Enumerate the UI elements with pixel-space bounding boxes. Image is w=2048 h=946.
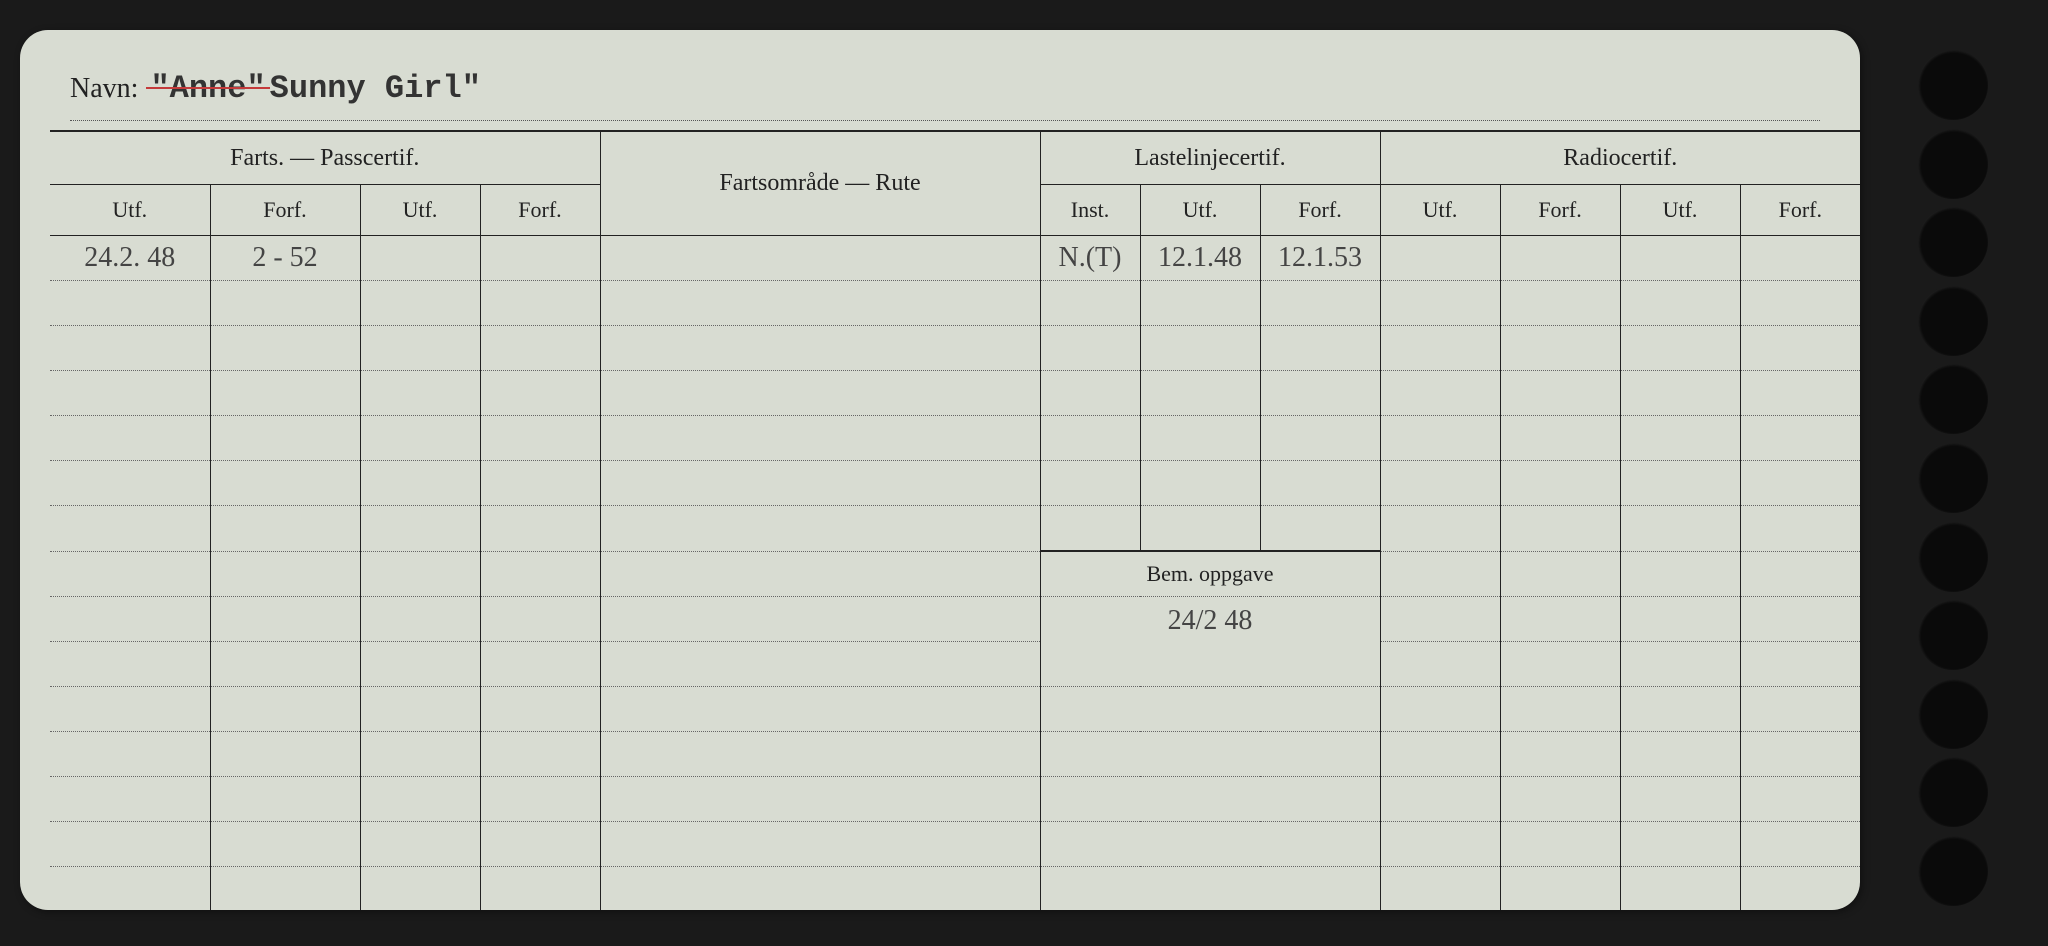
- empty-cell: [600, 236, 1040, 281]
- sub-forf: Forf.: [1260, 185, 1380, 236]
- bem-value: 24/2 48: [1040, 597, 1380, 687]
- navn-struck-value: "Anne": [150, 70, 265, 107]
- data-row: [50, 867, 1860, 911]
- hole-icon: [1918, 679, 1988, 749]
- data-row: [50, 822, 1860, 867]
- data-row: Bem. oppgave: [50, 551, 1860, 597]
- farts-forf1: 2 - 52: [210, 236, 360, 281]
- header-row-1: Farts. — Passcertif. Fartsområde — Rute …: [50, 131, 1860, 185]
- data-row: 24/2 48: [50, 597, 1860, 642]
- hole-icon: [1918, 50, 1988, 120]
- hole-icon: [1918, 757, 1988, 827]
- sub-utf: Utf.: [50, 185, 210, 236]
- sub-forf: Forf.: [1740, 185, 1860, 236]
- header-lastelinje: Lastelinjecertif.: [1040, 131, 1380, 185]
- data-row: [50, 687, 1860, 732]
- header-radio: Radiocertif.: [1380, 131, 1860, 185]
- sub-utf: Utf.: [1140, 185, 1260, 236]
- data-row: [50, 777, 1860, 822]
- hole-icon: [1918, 129, 1988, 199]
- sub-utf: Utf.: [1380, 185, 1500, 236]
- empty-cell: [1380, 236, 1500, 281]
- laste-forf: 12.1.53: [1260, 236, 1380, 281]
- hole-icon: [1918, 443, 1988, 513]
- navn-label: Navn:: [70, 73, 138, 105]
- laste-inst: N.(T): [1040, 236, 1140, 281]
- record-card: Navn: "Anne" Sunny Girl" Farts. — Passce…: [20, 30, 1860, 910]
- data-row: 24.2. 48 2 - 52 N.(T) 12.1.48 12.1.53: [50, 236, 1860, 281]
- navn-value: Sunny Girl": [270, 70, 481, 107]
- certificate-table: Farts. — Passcertif. Fartsområde — Rute …: [50, 130, 1830, 890]
- binder-holes: [1918, 50, 2008, 906]
- sub-utf: Utf.: [360, 185, 480, 236]
- hole-icon: [1918, 286, 1988, 356]
- header-fartsomrade: Fartsområde — Rute: [600, 131, 1040, 236]
- empty-cell: [1500, 236, 1620, 281]
- hole-icon: [1918, 207, 1988, 277]
- sub-utf: Utf.: [1620, 185, 1740, 236]
- empty-cell: [1620, 236, 1740, 281]
- hole-icon: [1918, 364, 1988, 434]
- data-row: [50, 506, 1860, 552]
- empty-cell: [360, 236, 480, 281]
- hole-icon: [1918, 836, 1988, 906]
- data-row: [50, 461, 1860, 506]
- empty-cell: [1740, 236, 1860, 281]
- sub-forf: Forf.: [480, 185, 600, 236]
- data-row: [50, 416, 1860, 461]
- data-row: [50, 371, 1860, 416]
- data-row: [50, 281, 1860, 326]
- bem-header: Bem. oppgave: [1040, 551, 1380, 597]
- laste-utf: 12.1.48: [1140, 236, 1260, 281]
- farts-utf1: 24.2. 48: [50, 236, 210, 281]
- sub-inst: Inst.: [1040, 185, 1140, 236]
- sub-forf: Forf.: [210, 185, 360, 236]
- hole-icon: [1918, 600, 1988, 670]
- navn-row: Navn: "Anne" Sunny Girl": [70, 70, 1820, 121]
- data-row: [50, 732, 1860, 777]
- data-row: [50, 326, 1860, 371]
- data-row: [50, 642, 1860, 687]
- hole-icon: [1918, 522, 1988, 592]
- header-farts-pass: Farts. — Passcertif.: [50, 131, 600, 185]
- empty-cell: [480, 236, 600, 281]
- sub-forf: Forf.: [1500, 185, 1620, 236]
